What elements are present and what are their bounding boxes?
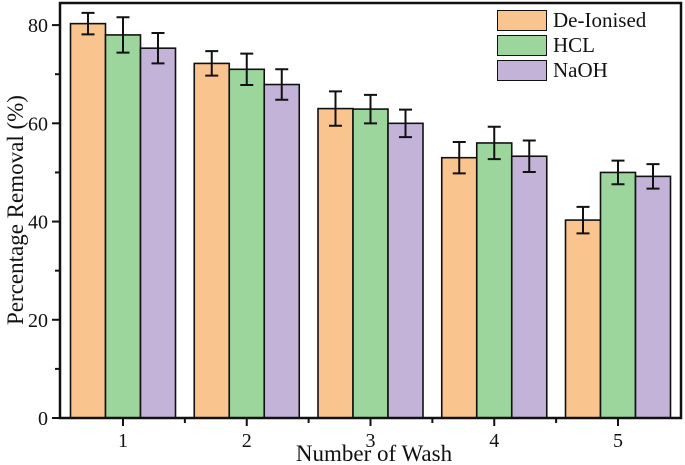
bar-de-ionised-wash-2	[193, 62, 231, 419]
error-bar	[275, 68, 289, 101]
legend-swatch-naoh	[497, 59, 547, 81]
bar-naoh-wash-1	[139, 47, 177, 419]
error-bar	[329, 90, 342, 127]
legend-label-hcl: HCL	[553, 32, 595, 57]
bar-de-ionised-wash-5	[564, 219, 602, 419]
legend-item-de-ionised: De-Ionised	[497, 9, 646, 31]
error-bar	[576, 205, 590, 235]
error-bar	[116, 16, 130, 54]
error-bar	[611, 159, 625, 186]
y-axis-tick-label: 20	[28, 310, 48, 332]
x-axis-tick-label: 1	[118, 430, 128, 452]
error-bar	[240, 52, 254, 87]
bar-naoh-wash-2	[263, 83, 301, 419]
error-bar	[487, 125, 501, 161]
y-axis-tick-label: 80	[28, 15, 48, 37]
legend-swatch-de-ionised	[497, 9, 547, 31]
x-axis-tick-label: 2	[242, 430, 252, 452]
bar-hcl-wash-1	[104, 34, 142, 419]
y-axis-tick-label: 0	[38, 408, 48, 430]
error-bar	[646, 163, 660, 190]
y-axis-tick-label: 60	[28, 113, 48, 135]
legend-label-de-ionised: De-Ionised	[553, 7, 647, 32]
error-bar	[452, 140, 466, 175]
y-axis-tick-label: 40	[28, 212, 48, 234]
bar-de-ionised-wash-1	[69, 22, 107, 419]
bar-naoh-wash-3	[387, 122, 424, 419]
legend: De-Ionised HCL NaOH	[497, 9, 646, 84]
error-bar	[364, 93, 377, 125]
x-axis-tick-label: 4	[489, 430, 499, 452]
bar-hcl-wash-2	[228, 68, 266, 419]
error-bar	[151, 31, 165, 65]
error-bar	[205, 50, 219, 77]
error-bar	[81, 11, 95, 36]
bar-naoh-wash-5	[634, 175, 672, 419]
legend-item-naoh: NaOH	[497, 59, 646, 81]
x-axis-tick-label: 3	[366, 430, 376, 452]
x-axis-tick-label: 5	[613, 430, 623, 452]
error-bar	[522, 139, 536, 173]
bar-hcl-wash-3	[352, 108, 389, 419]
bar-hcl-wash-4	[475, 142, 513, 419]
error-bar	[399, 108, 412, 139]
y-axis-title: Percentage Removal (%)	[3, 95, 28, 325]
bar-hcl-wash-5	[599, 171, 637, 419]
legend-swatch-hcl	[497, 34, 547, 56]
legend-label-naoh: NaOH	[553, 57, 608, 82]
bar-de-ionised-wash-4	[440, 156, 478, 419]
bar-naoh-wash-4	[510, 155, 548, 419]
bar-de-ionised-wash-3	[317, 107, 354, 419]
legend-item-hcl: HCL	[497, 34, 646, 56]
x-axis-title: Number of Wash	[295, 441, 453, 465]
